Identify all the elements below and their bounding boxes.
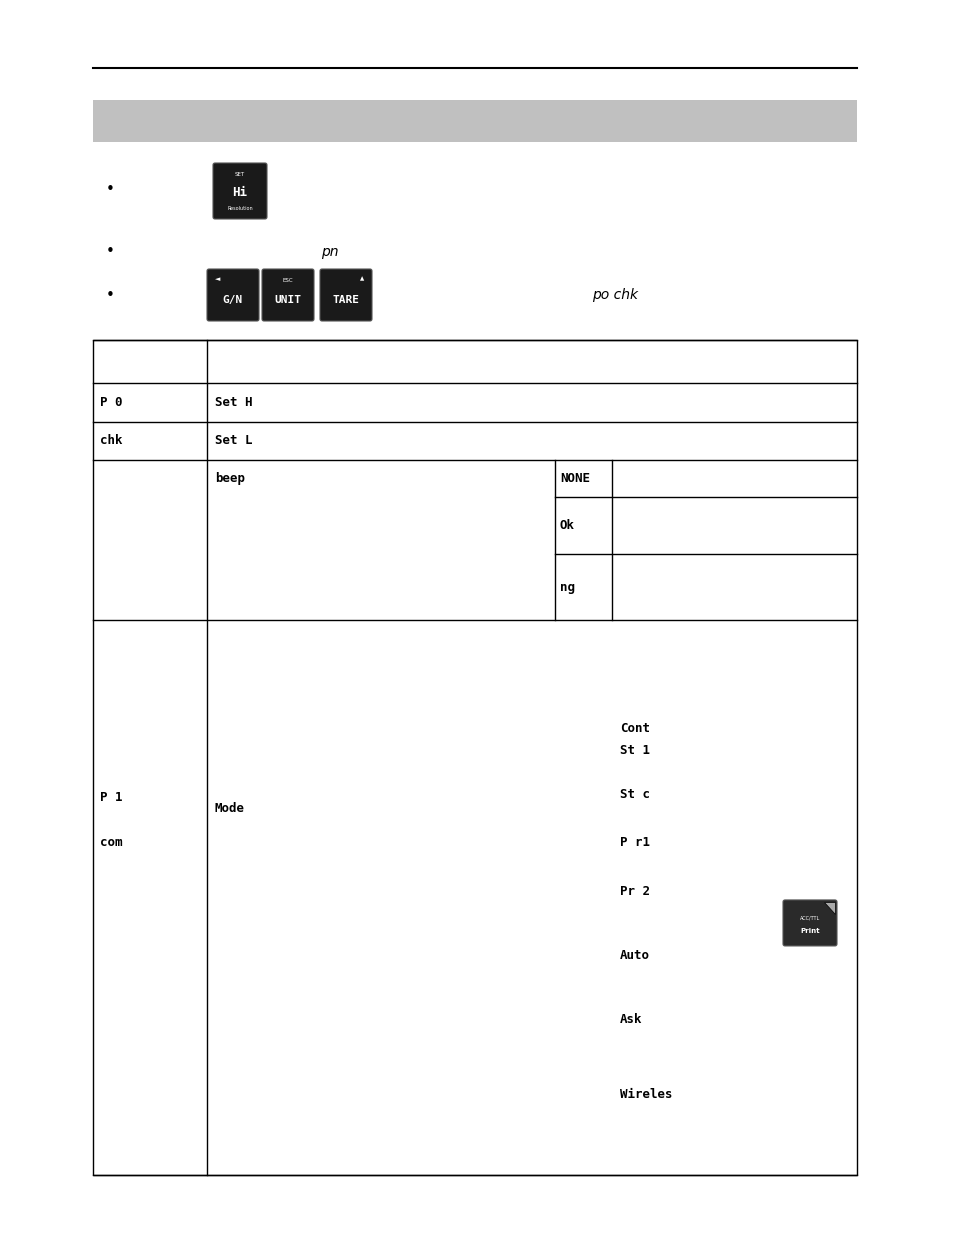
Text: Auto: Auto [619, 950, 649, 962]
Text: ACC/TTL: ACC/TTL [799, 915, 820, 920]
FancyBboxPatch shape [262, 269, 314, 321]
FancyBboxPatch shape [213, 163, 267, 219]
Bar [92, 100, 856, 142]
Text: UNIT: UNIT [274, 295, 301, 305]
Text: ng: ng [559, 580, 575, 594]
Text: P 0: P 0 [100, 396, 122, 409]
Text: Hi: Hi [233, 186, 247, 200]
Text: beep: beep [214, 472, 245, 485]
Text: ◄: ◄ [214, 275, 220, 282]
Text: com: com [100, 836, 122, 848]
Text: St 1: St 1 [619, 743, 649, 757]
Text: Set L: Set L [214, 435, 253, 447]
Text: Pr 2: Pr 2 [619, 885, 649, 898]
Text: SET: SET [234, 172, 245, 177]
Text: chk: chk [100, 435, 122, 447]
Text: ▲: ▲ [359, 277, 364, 282]
Text: ESC: ESC [282, 278, 293, 283]
Text: Ask: Ask [619, 1013, 641, 1026]
Text: P r1: P r1 [619, 836, 649, 848]
Text: pn: pn [321, 245, 338, 259]
Text: •: • [106, 183, 114, 198]
Bar [92, 340, 856, 1174]
Text: •: • [106, 288, 114, 303]
Text: Wireles: Wireles [619, 1088, 672, 1102]
Text: Ok: Ok [559, 519, 575, 532]
Polygon shape [823, 902, 834, 914]
Text: Resolution: Resolution [227, 205, 253, 210]
Text: St c: St c [619, 788, 649, 802]
FancyBboxPatch shape [207, 269, 258, 321]
Text: P 1: P 1 [100, 792, 122, 804]
Text: TARE: TARE [333, 295, 359, 305]
Text: Cont: Cont [619, 721, 649, 735]
FancyBboxPatch shape [319, 269, 372, 321]
Text: G/N: G/N [223, 295, 243, 305]
Text: Set H: Set H [214, 396, 253, 409]
Text: •: • [106, 245, 114, 259]
Text: Print: Print [800, 927, 819, 934]
Text: po chk: po chk [592, 288, 638, 303]
Text: Mode: Mode [214, 803, 245, 815]
Text: NONE: NONE [559, 472, 589, 485]
FancyBboxPatch shape [782, 900, 836, 946]
